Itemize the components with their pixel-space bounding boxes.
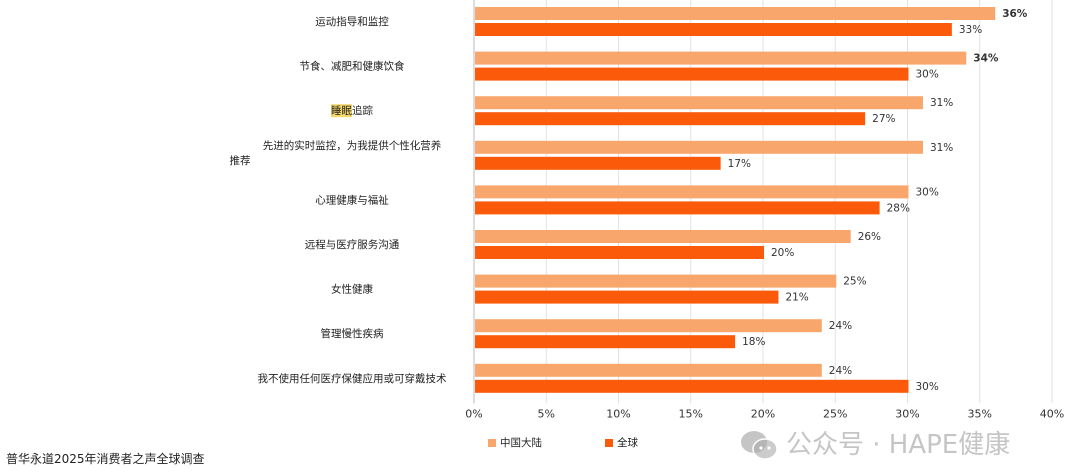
category-label: 睡眠追踪: [331, 104, 373, 117]
bar-global: [475, 246, 764, 259]
data-label: 30%: [916, 69, 939, 81]
bar-global: [475, 156, 721, 170]
x-tick-label: 40%: [1040, 407, 1064, 420]
bar-global: [475, 23, 952, 36]
watermark: 公众号 · HAPE健康: [740, 430, 1010, 460]
bar-chart: 0% 5% 10% 15% 20% 25% 30% 35% 40% 运动指导和监控 36% 33% 节食…: [230, 0, 1064, 420]
bar-china: [475, 230, 851, 243]
category-label: 节食、减肥和健康饮食: [300, 60, 405, 73]
category-label: 管理慢性疾病: [321, 327, 384, 340]
bar-china: [475, 140, 923, 154]
category-label: 推荐: [230, 154, 251, 167]
data-label: 24%: [829, 365, 852, 377]
data-label: 36%: [1002, 8, 1028, 20]
bar-global: [475, 335, 736, 349]
x-tick-label: 30%: [895, 407, 919, 420]
data-label: 33%: [959, 24, 982, 36]
category-label: 我不使用任何医疗保健应用或可穿戴技术: [258, 372, 447, 385]
x-tick-label: 25%: [823, 407, 847, 420]
legend-swatch: [488, 438, 496, 447]
data-label: 17%: [728, 158, 751, 170]
data-label: 31%: [930, 142, 953, 154]
x-tick-label: 20%: [751, 407, 775, 420]
data-label: 27%: [872, 113, 895, 125]
source-note: 普华永道2025年消费者之声全球调查: [6, 452, 205, 466]
data-label: 31%: [930, 97, 953, 109]
data-label: 21%: [785, 292, 808, 304]
legend-item-global: 全球: [605, 435, 638, 450]
data-label: 30%: [916, 186, 939, 198]
data-label: 30%: [916, 381, 939, 393]
data-label: 25%: [843, 276, 866, 288]
data-label: 28%: [887, 202, 910, 214]
bar-global: [475, 67, 909, 81]
bar-china: [475, 319, 822, 333]
data-label: 18%: [742, 336, 765, 348]
category-label: 远程与医疗服务沟通: [305, 238, 400, 251]
bar-global: [475, 201, 880, 215]
legend-item-china: 中国大陆: [488, 435, 542, 450]
legend-label: 中国大陆: [500, 437, 542, 449]
x-tick-label: 35%: [968, 407, 992, 420]
bar-china: [475, 51, 967, 65]
x-tick-label: 15%: [679, 407, 703, 420]
bar-global: [475, 112, 866, 126]
category-label: 先进的实时监控，为我提供个性化营养: [263, 139, 442, 152]
bar-global: [475, 379, 909, 393]
category-label: 女性健康: [331, 283, 373, 296]
data-label: 34%: [973, 53, 999, 65]
x-tick-label: 0%: [465, 407, 482, 420]
x-tick-label: 5%: [538, 407, 555, 420]
wechat-icon: [741, 431, 778, 460]
text-highlight: [331, 104, 352, 118]
bar-china: [475, 363, 822, 377]
bar-china: [475, 274, 837, 288]
data-label: 26%: [858, 231, 881, 243]
data-label: 24%: [829, 320, 852, 332]
watermark-text: 公众号 · HAPE健康: [786, 430, 1011, 460]
legend-swatch: [605, 438, 613, 447]
x-tick-label: 10%: [606, 407, 630, 420]
category-label: 运动指导和监控: [315, 15, 389, 28]
legend-label: 全球: [617, 437, 638, 449]
bar-china: [475, 96, 923, 110]
bar-china: [475, 7, 996, 20]
category-label: 心理健康与福祉: [315, 193, 389, 206]
bar-china: [475, 185, 909, 199]
bar-global: [475, 290, 779, 304]
data-label: 20%: [771, 247, 794, 259]
